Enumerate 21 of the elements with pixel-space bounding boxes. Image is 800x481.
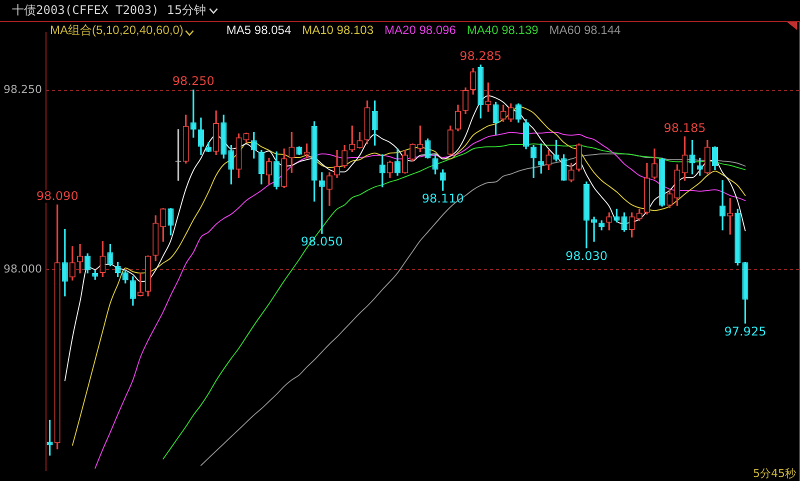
chart-title: 十债2003(CFFEX T2003) [12, 2, 159, 19]
annotation: 98.030 [565, 249, 608, 264]
annotation: 98.090 [36, 188, 78, 203]
text: 5分45秒 [753, 467, 796, 480]
candlestick [720, 180, 726, 230]
text: MA5 98.054 [226, 23, 292, 37]
annotation: 98.250 [172, 74, 214, 88]
chart-subtitle: 15分钟 [166, 2, 206, 19]
annotation: 97.925 [724, 324, 766, 338]
text: MA20 98.096 [384, 23, 456, 37]
candlestick [591, 216, 598, 242]
candlestick [137, 272, 144, 296]
text: MA10 98.103 [302, 23, 374, 37]
text: MA40 98.139 [466, 23, 538, 37]
annotation: 98.110 [422, 192, 464, 206]
text: MA60 98.144 [549, 23, 621, 37]
legend-title: MA组合(5,10,20,40,60,0) [50, 23, 184, 37]
y-tick-label: 98.000 [4, 262, 42, 276]
annotation: 98.185 [664, 120, 706, 135]
candlestick [76, 244, 84, 274]
annotation: 98.285 [460, 49, 502, 64]
